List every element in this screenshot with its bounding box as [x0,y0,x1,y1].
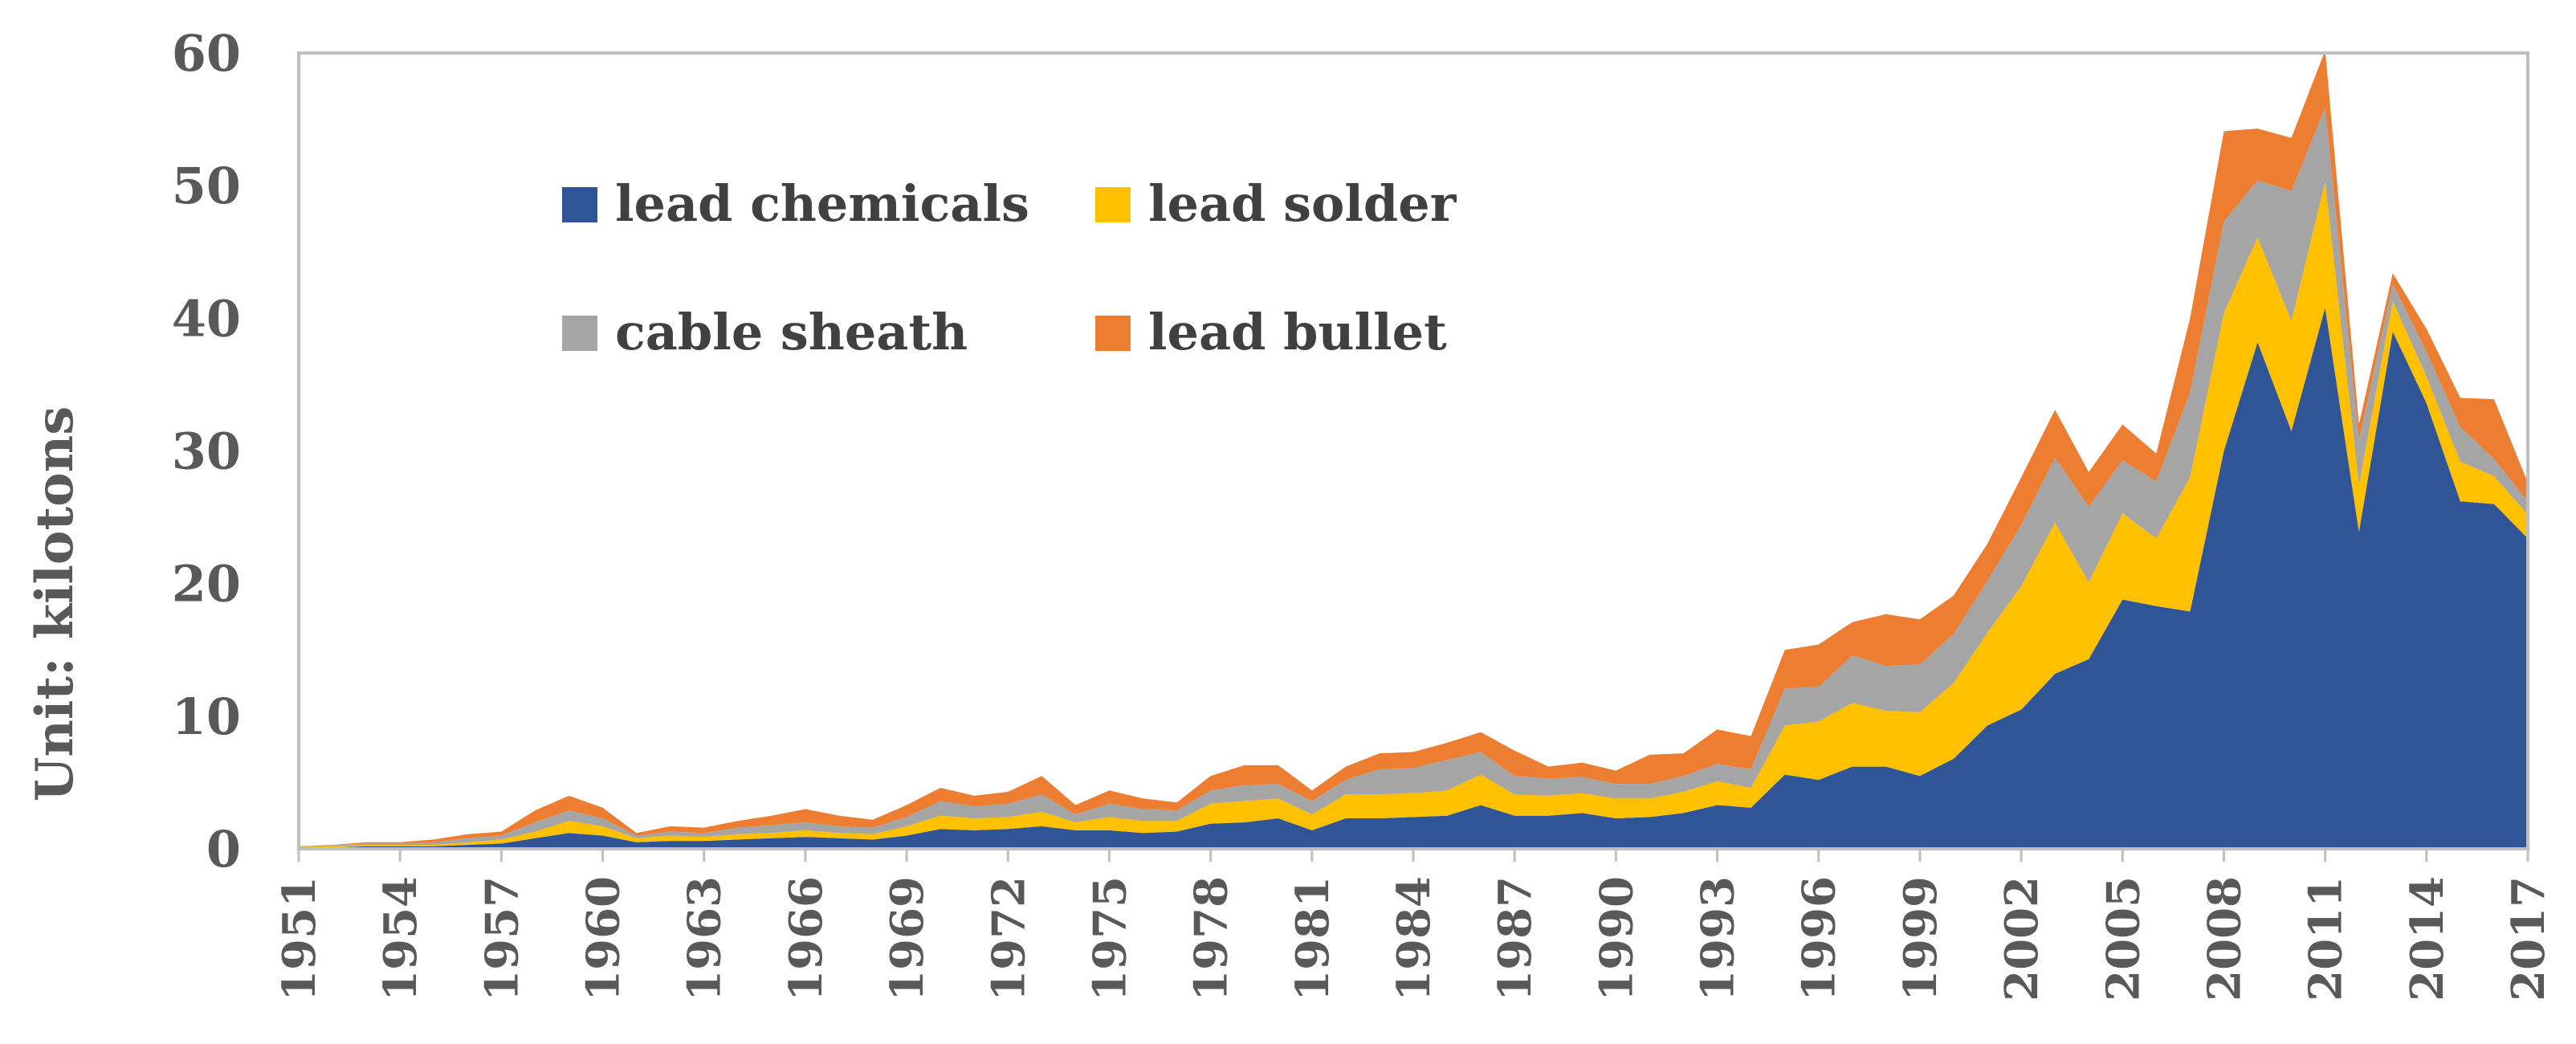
legend-swatch [1095,316,1131,351]
x-tick-label: 2014 [2401,876,2454,1001]
area-series-group [299,50,2528,850]
y-tick-label: 50 [172,157,241,215]
legend-label: lead chemicals [615,174,1029,233]
x-tick-label: 1969 [881,876,934,1001]
y-tick-label: 10 [172,687,241,746]
x-tick-label: 1987 [1489,876,1542,1001]
legend-label: lead bullet [1148,303,1447,361]
x-tick-label: 1990 [1590,876,1643,1001]
legend-swatch [562,316,597,351]
area-series-1 [299,181,2528,848]
x-tick-label: 1978 [1185,876,1238,1001]
y-tick-label: 30 [172,422,241,481]
x-tick-label: 1996 [1793,876,1846,1001]
x-tick-label: 1966 [780,876,833,1001]
x-tick-label: 2017 [2502,876,2555,1001]
y-tick-label: 60 [172,24,241,83]
x-axis-ticks: 1951 1954 1957 1960 1963 1966 1969 1972 1975 1978… [273,849,2555,1001]
x-tick-label: 1954 [374,876,427,1001]
x-tick-label: 1984 [1388,876,1441,1001]
x-tick-label: 1957 [475,876,528,1001]
x-tick-label: 2008 [2198,876,2251,1001]
y-tick-label: 20 [172,555,241,614]
x-tick-label: 2005 [2097,876,2150,1001]
legend-label: lead solder [1148,174,1457,233]
x-tick-label: 1981 [1286,876,1339,1001]
legend: lead chemicals lead solder cable sheath lea… [562,174,1457,361]
x-tick-label: 1960 [577,876,630,1001]
legend-swatch [562,187,597,222]
area-series-2 [299,107,2528,847]
area-series-0 [299,308,2528,850]
x-tick-label: 1993 [1692,876,1745,1001]
x-tick-label: 1963 [679,876,732,1001]
legend-label: cable sheath [615,303,968,361]
y-tick-label: 40 [172,289,241,348]
x-tick-label: 1999 [1894,876,1947,1001]
legend-swatch [1095,187,1131,222]
y-tick-label: 0 [206,820,241,879]
x-tick-label: 2011 [2300,876,2353,1001]
area-series-3 [299,50,2528,846]
y-axis-ticks: 0 10 20 30 40 50 60 [172,24,241,879]
y-axis-title: Unit: kilotons [25,406,85,802]
x-tick-label: 1975 [1083,876,1136,1001]
x-tick-label: 1972 [982,876,1035,1001]
x-tick-label: 2002 [1995,876,2048,1001]
x-tick-label: 1951 [273,876,326,1001]
